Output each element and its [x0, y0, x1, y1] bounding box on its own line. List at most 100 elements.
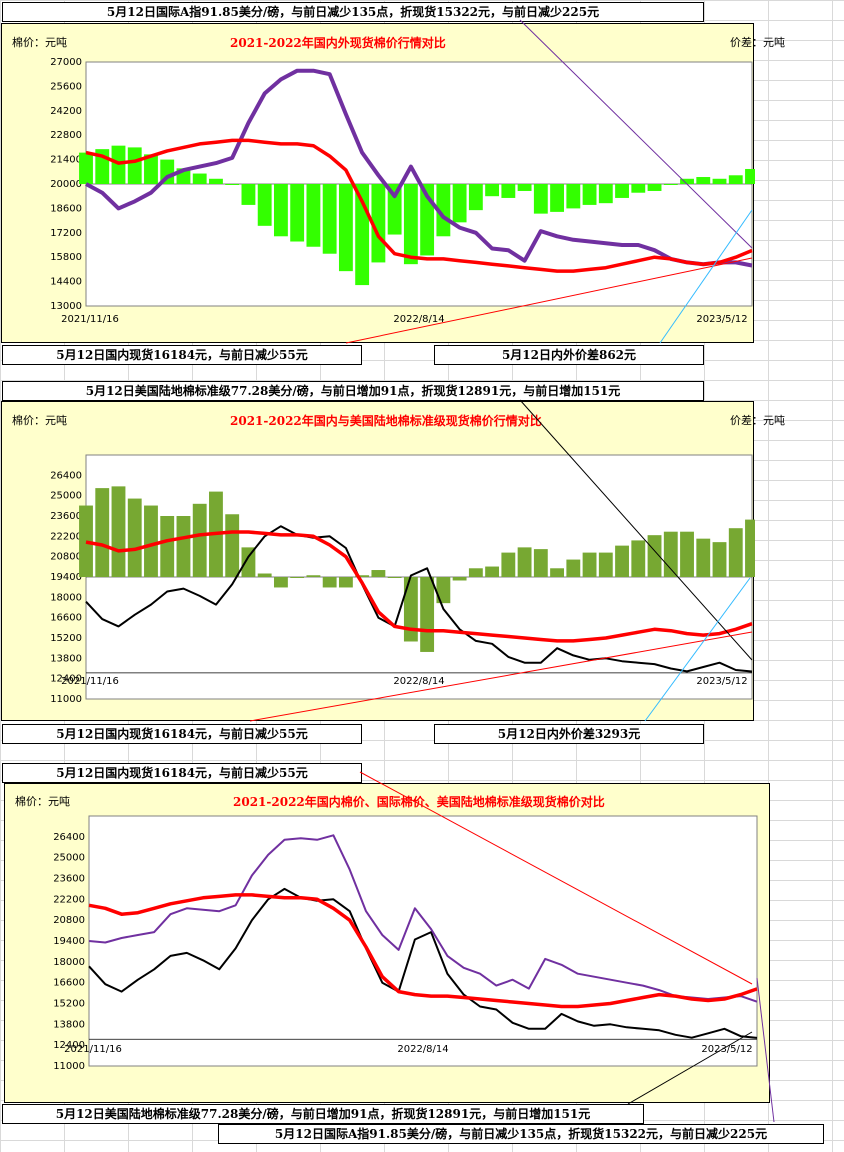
chart-2-spread-bar-41	[745, 519, 755, 577]
chart-1-plot: 27000 25600 24200 22800 21400 20000 18600 17200…	[50, 57, 755, 325]
chart-1-spread-bar-27	[517, 184, 532, 191]
chart-3-plot: 26400 25000 23600 22200 20800 19400 18000 16600…	[53, 815, 758, 1072]
chart-3-domestic-series-line	[88, 893, 758, 1009]
chart-2-spread-bar-30	[566, 559, 581, 577]
chart-1-spread-bar-15	[322, 184, 337, 254]
chart-2-spread-bar-13	[290, 577, 305, 578]
chart-2-spread-bar-25	[485, 566, 500, 577]
chart-3-ytick-11: 11000	[53, 1061, 85, 1072]
chart-1-spread-bar-36	[663, 184, 678, 185]
chart-2-ytick-2: 23600	[50, 511, 82, 522]
chart-3-ytick-8: 15200	[53, 999, 85, 1010]
chart-1-spread-bar-33	[615, 184, 629, 198]
chart-1-spread-bar-38	[696, 177, 711, 184]
chart-2-spread-bar-27	[517, 547, 532, 577]
chart-2-ytick-3: 22200	[50, 531, 82, 542]
chart-3-ytick-4: 20800	[53, 915, 85, 926]
chart-panel-2[interactable]: 2021-2022年国内与美国陆地棉标准级现货棉价行情对比 棉价：元吨 价差：元…	[1, 401, 785, 721]
chart-2-spread-bar-39	[712, 542, 727, 577]
chart-1-spread-bar-18	[371, 184, 386, 263]
chart-1-spread-bar-25	[485, 184, 500, 197]
chart-1-xtick-1: 2022/8/14	[393, 314, 444, 325]
chart-3-xtick-1: 2022/8/14	[397, 1044, 448, 1055]
chart-1-spread-bar-24	[468, 184, 483, 211]
chart-3-ytick-5: 19400	[53, 936, 85, 947]
chart-3-ytick-9: 13800	[53, 1019, 85, 1030]
chart-2-spread-bar-7	[192, 503, 207, 577]
label-spread-2: 5月12日内外价差3293元	[434, 724, 704, 744]
chart-1-spread-bar-19	[387, 184, 402, 235]
chart-2-spread-bar-37	[680, 531, 694, 577]
chart-2-ytick-0: 26400	[50, 470, 82, 481]
chart-2-spread-bar-26	[501, 552, 516, 577]
chart-2-spread-bar-11	[257, 573, 272, 577]
chart-2-spread-bar-20	[403, 577, 418, 642]
chart-3-ytick-2: 23600	[53, 874, 85, 885]
chart-1-spread-bar-26	[501, 184, 516, 198]
chart-2-spread-bar-38	[696, 538, 711, 577]
chart-1-spread-bar-40	[728, 175, 743, 184]
chart-2-ytick-1: 25000	[50, 491, 82, 502]
chart-2-spread-bar-0	[79, 505, 93, 577]
chart-2-spread-bar-16	[338, 577, 353, 588]
chart-2-spread-bar-36	[663, 531, 678, 577]
chart-2-xtick-2: 2023/5/12	[696, 676, 747, 687]
chart-1-ylabel: 棉价：元吨	[12, 36, 67, 49]
chart-3-plot-area	[88, 815, 758, 1067]
chart-1-spread-bar-30	[566, 184, 581, 209]
chart-2-xtick-1: 2022/8/14	[393, 676, 444, 687]
chart-2-spread-bar-33	[615, 545, 629, 577]
label-domestic-price-2: 5月12日国内现货16184元，与前日减少55元	[2, 724, 362, 744]
chart-3-ytick-6: 18000	[53, 957, 85, 968]
chart-2-spread-bar-15	[322, 577, 337, 588]
chart-1-ytick-9: 14400	[50, 277, 82, 288]
chart-3-ytick-7: 16600	[53, 978, 85, 989]
chart-1-spread-bar-8	[209, 178, 223, 184]
chart-2-xtick-0: 2021/11/16	[61, 676, 119, 687]
chart-1-ytick-4: 21400	[50, 155, 82, 166]
chart-2-spread-bar-18	[371, 570, 386, 577]
chart-3-ytick-10: 12400	[53, 1040, 85, 1051]
chart-2-spread-bar-19	[387, 577, 402, 578]
chart-1-spread-bar-23	[452, 184, 467, 223]
label-us-upland-bottom: 5月12日美国陆地棉标准级77.28美分/磅，与前日增加91点，折现货12891…	[2, 1104, 644, 1124]
chart-2-spread-bar-6	[176, 516, 191, 577]
chart-2-spread-bar-23	[452, 577, 467, 581]
chart-2-ytick-8: 15200	[50, 633, 82, 644]
chart-2-ylabel: 棉价：元吨	[12, 414, 67, 427]
chart-1-spread-bar-13	[290, 184, 305, 242]
chart-2-spread-bar-29	[550, 568, 565, 577]
chart-1-spread-bar-39	[712, 178, 727, 184]
chart-2-ytick-4: 20800	[50, 552, 82, 563]
chart-2-spread-bar-22	[436, 577, 451, 604]
chart-2-spread-bar-32	[598, 552, 613, 577]
chart-1-spread-bar-9	[225, 184, 240, 185]
chart-2-title: 2021-2022年国内与美国陆地棉标准级现货棉价行情对比	[230, 414, 542, 428]
chart-1-spread-bar-4	[144, 154, 158, 184]
chart-3-ytick-3: 22200	[53, 894, 85, 905]
chart-1-spread-bar-14	[306, 184, 321, 247]
chart-1-xtick-0: 2021/11/16	[61, 314, 119, 325]
chart-1-ytick-7: 17200	[50, 228, 82, 239]
chart-2-spread-bar-35	[647, 535, 662, 577]
chart-2-plot: 26400 25000 23600 22200 20800 19400 18000 16600…	[50, 454, 755, 705]
chart-1-spread-bar-28	[533, 184, 548, 214]
chart-2-ytick-6: 18000	[50, 592, 82, 603]
chart-panel-3[interactable]: 2021-2022年国内棉价、国际棉价、美国陆地棉标准级现货棉价对比 棉价：元吨…	[4, 783, 770, 1103]
chart-2-ytick-9: 13800	[50, 653, 82, 664]
chart-panel-1[interactable]: 2021-2022年国内外现货棉价行情对比 棉价：元吨 价差：元吨 27000 2…	[1, 23, 785, 343]
chart-1-ytick-3: 22800	[50, 130, 82, 141]
chart-1-spread-bar-3	[127, 147, 142, 184]
chart-1-spread-bar-22	[436, 184, 451, 237]
chart-1-spread-bar-32	[598, 184, 613, 204]
chart-1-spread-bar-37	[680, 178, 694, 184]
chart-1-ytick-1: 25600	[50, 81, 82, 92]
chart-1-spread-bar-20	[403, 184, 418, 265]
chart-1-spread-bar-31	[582, 184, 597, 205]
chart-2-ytick-11: 11000	[50, 694, 82, 705]
label-us-upland-top: 5月12日美国陆地棉标准级77.28美分/磅，与前日增加91点，折现货12891…	[2, 381, 704, 401]
chart-1-ytick-10: 13000	[50, 301, 82, 312]
chart-3-xtick-2: 2023/5/12	[701, 1044, 752, 1055]
chart-2-spread-bar-34	[631, 540, 646, 577]
chart-2-spread-bar-9	[225, 514, 240, 577]
